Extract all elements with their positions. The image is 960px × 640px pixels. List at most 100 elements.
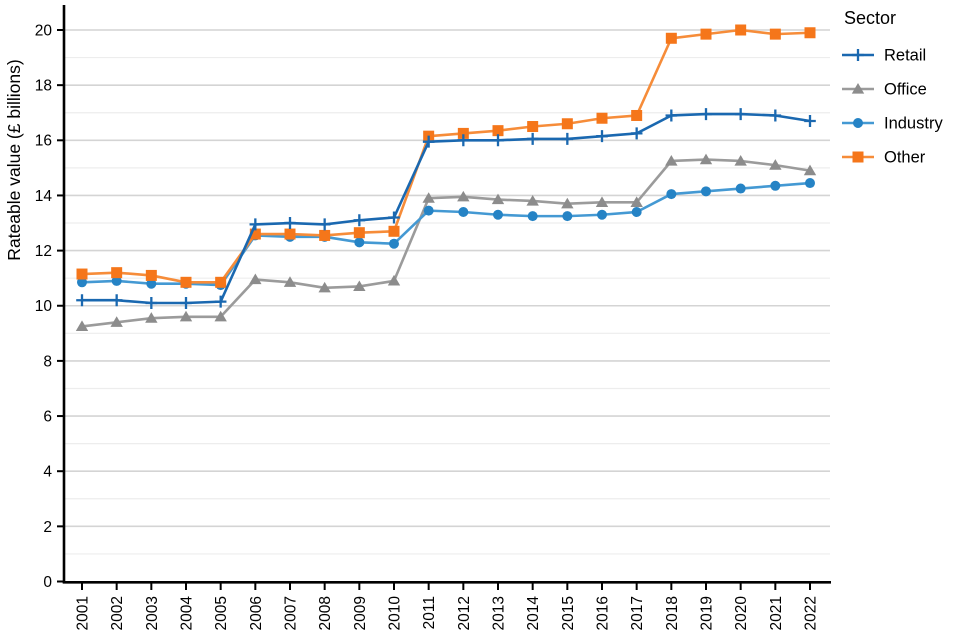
data-point-office [214,310,227,322]
data-point-office [387,274,401,286]
data-point-office [283,276,297,287]
data-point-retail [318,218,331,231]
x-tick-label: 2017 [629,596,646,630]
data-point-other [700,28,712,40]
legend-key-office [842,83,874,94]
x-tick-label: 2018 [664,596,681,630]
data-point-other [769,28,781,40]
x-tick-label: 2005 [213,596,230,630]
x-tick-label: 2014 [525,596,542,631]
y-tick-label: 14 [35,188,53,205]
x-tick-label: 2008 [317,596,334,630]
data-point-industry [77,277,87,288]
legend-label-retail: Retail [884,47,926,65]
legend: Sector Retail Office Industry Other [842,8,943,167]
data-point-retail [526,132,539,145]
data-point-retail [284,217,296,230]
data-point-other [76,268,88,280]
data-point-industry [770,180,781,191]
data-point-retail [457,134,470,147]
data-point-industry [597,209,607,220]
y-tick-label: 8 [43,353,52,370]
legend-label-other: Other [884,149,926,167]
x-tick-label: 2020 [733,596,750,631]
y-axis-title: Rateable value (£ billions) [4,59,24,260]
data-point-office [353,280,366,292]
x-tick-label: 2015 [560,596,577,630]
data-point-other [457,127,469,139]
legend-marker-office [851,83,865,94]
data-point-industry [111,275,122,286]
data-point-other [388,225,400,237]
x-tick-label: 2003 [144,596,161,630]
data-point-office [734,154,747,166]
data-point-industry [666,189,677,200]
series-line-retail [82,112,811,305]
data-point-office [561,197,574,209]
data-point-other [492,125,504,137]
y-tick-label: 10 [35,298,53,315]
data-point-other [735,24,747,36]
data-point-retail [596,130,608,143]
data-point-other [319,229,331,241]
data-point-office [803,164,817,176]
y-tick-label: 0 [43,574,52,591]
legend-key-other [842,151,874,163]
data-point-other [596,112,608,124]
y-tick-label: 2 [43,519,52,536]
y-tick-label: 20 [35,22,53,39]
data-point-office [526,194,539,206]
data-point-retail [110,294,123,307]
x-axis-tick-labels: 2001 2002 2003 2004 2005 2006 2007 2008 2009 2010… [74,596,819,631]
x-tick-label: 2007 [282,596,299,630]
data-point-office [145,312,158,323]
series-line-other [81,28,811,284]
data-point-industry [527,211,538,222]
data-point-office [665,154,678,166]
data-point-retail [249,218,262,231]
y-tick-label: 4 [43,464,52,481]
data-point-industry [493,209,503,220]
data-point-retail [422,135,435,148]
legend-key-retail [842,49,874,61]
data-point-other [111,267,123,279]
data-point-other [631,109,643,121]
data-point-other [353,227,365,239]
x-tick-label: 2016 [594,596,611,630]
series-retail [76,108,816,309]
data-point-office [75,320,89,332]
data-point-industry [562,211,573,222]
x-tick-label: 2013 [490,596,507,630]
x-tick-label: 2006 [248,596,265,630]
data-point-office [699,153,713,165]
legend-marker-retail [852,49,864,61]
x-tick-label: 2022 [802,596,819,630]
data-point-industry [631,206,642,217]
data-point-other [284,228,296,240]
data-point-retail [388,211,400,224]
x-tick-label: 2021 [768,596,785,630]
data-point-retail [353,214,366,227]
data-point-retail [804,114,816,127]
x-tick-label: 2004 [178,596,195,631]
data-point-retail [180,296,192,309]
legend-key-industry [842,118,874,128]
y-axis-tick-labels: 0 2 4 6 8 10 12 14 16 18 20 [35,22,53,591]
data-point-office [422,192,435,203]
data-point-retail [561,132,574,145]
legend-marker-other [852,151,864,163]
x-tick-label: 2009 [352,596,369,630]
data-point-office [630,196,643,207]
data-point-other [249,228,261,240]
data-point-other [180,276,192,288]
data-point-retail [492,134,504,147]
series-office [75,153,817,332]
data-point-retail [769,109,782,122]
axes [57,5,831,590]
legend-swatches [842,49,874,163]
data-point-industry [458,206,469,217]
x-tick-label: 2010 [386,596,403,631]
series-line-industry [81,181,811,287]
